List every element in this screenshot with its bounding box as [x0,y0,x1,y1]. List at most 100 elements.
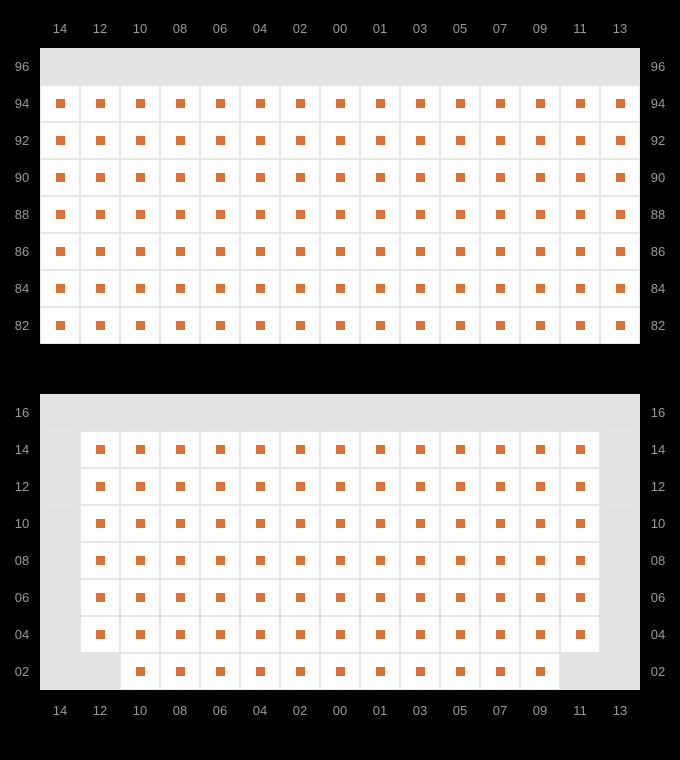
seat-marker-icon [616,284,625,293]
col-label-bottom: 12 [90,704,110,717]
seat-marker-icon [296,284,305,293]
seat-marker-icon [296,247,305,256]
row-label-right: 02 [648,665,668,678]
seat-marker-icon [456,321,465,330]
row-label-left: 12 [12,480,32,493]
seat-cell-blocked [40,431,80,468]
col-label-bottom: 10 [130,704,150,717]
seat-marker-icon [336,556,345,565]
seat-marker-icon [616,136,625,145]
seat-cell-blocked [560,394,600,431]
seat-marker-icon [496,284,505,293]
seat-cell-blocked [480,48,520,85]
seat-marker-icon [176,556,185,565]
seat-marker-icon [576,321,585,330]
seat-marker-icon [416,593,425,602]
seat-marker-icon [536,519,545,528]
seat-marker-icon [536,247,545,256]
col-label-top: 02 [290,22,310,35]
seat-marker-icon [336,519,345,528]
col-label-top: 10 [130,22,150,35]
seat-cell-blocked [200,48,240,85]
seat-marker-icon [56,99,65,108]
seat-marker-icon [616,173,625,182]
seat-marker-icon [56,247,65,256]
seat-marker-icon [256,667,265,676]
seat-marker-icon [416,519,425,528]
col-label-top: 07 [490,22,510,35]
seat-marker-icon [416,630,425,639]
seat-cell-blocked [600,542,640,579]
seat-marker-icon [376,136,385,145]
seat-cell-blocked [520,48,560,85]
seat-marker-icon [456,247,465,256]
seat-marker-icon [456,284,465,293]
row-label-right: 12 [648,480,668,493]
col-label-top: 12 [90,22,110,35]
seat-marker-icon [576,247,585,256]
seat-cell-blocked [40,468,80,505]
row-label-right: 88 [648,208,668,221]
seat-marker-icon [456,519,465,528]
seat-cell-blocked [600,48,640,85]
seat-cell-blocked [240,48,280,85]
seat-cell-blocked [200,394,240,431]
row-label-left: 16 [12,406,32,419]
seat-marker-icon [496,556,505,565]
seat-cell-blocked [440,394,480,431]
seat-marker-icon [256,482,265,491]
seat-marker-icon [296,630,305,639]
seat-marker-icon [576,445,585,454]
col-label-top: 03 [410,22,430,35]
seat-marker-icon [416,210,425,219]
seat-marker-icon [216,593,225,602]
seat-marker-icon [416,136,425,145]
seat-marker-icon [456,630,465,639]
col-label-top: 04 [250,22,270,35]
col-label-top: 06 [210,22,230,35]
seat-marker-icon [216,284,225,293]
seat-marker-icon [456,99,465,108]
seat-marker-icon [496,667,505,676]
seat-marker-icon [256,519,265,528]
seat-marker-icon [216,519,225,528]
seat-marker-icon [496,247,505,256]
col-label-bottom: 09 [530,704,550,717]
col-label-top: 00 [330,22,350,35]
row-label-left: 86 [12,245,32,258]
seat-marker-icon [376,482,385,491]
seat-cell-blocked [240,394,280,431]
seat-marker-icon [336,173,345,182]
col-label-top: 11 [570,22,590,35]
row-label-left: 10 [12,517,32,530]
seat-marker-icon [136,247,145,256]
seat-marker-icon [296,667,305,676]
seat-marker-icon [496,99,505,108]
seat-cell-blocked [160,48,200,85]
seat-marker-icon [256,593,265,602]
col-label-bottom: 13 [610,704,630,717]
seat-cell-blocked [480,394,520,431]
seat-marker-icon [176,321,185,330]
seat-marker-icon [416,482,425,491]
seat-marker-icon [56,321,65,330]
seat-marker-icon [496,321,505,330]
seat-marker-icon [536,445,545,454]
seat-cell-blocked [160,394,200,431]
col-label-top: 08 [170,22,190,35]
seat-marker-icon [336,247,345,256]
row-label-right: 94 [648,97,668,110]
row-label-right: 16 [648,406,668,419]
row-label-right: 84 [648,282,668,295]
seat-marker-icon [456,667,465,676]
seat-cell-blocked [560,48,600,85]
seat-cell-blocked [80,394,120,431]
seat-marker-icon [416,556,425,565]
seat-marker-icon [96,99,105,108]
seat-marker-icon [176,99,185,108]
seat-marker-icon [96,630,105,639]
seat-marker-icon [376,321,385,330]
seat-marker-icon [136,321,145,330]
seat-marker-icon [176,136,185,145]
seat-marker-icon [136,593,145,602]
